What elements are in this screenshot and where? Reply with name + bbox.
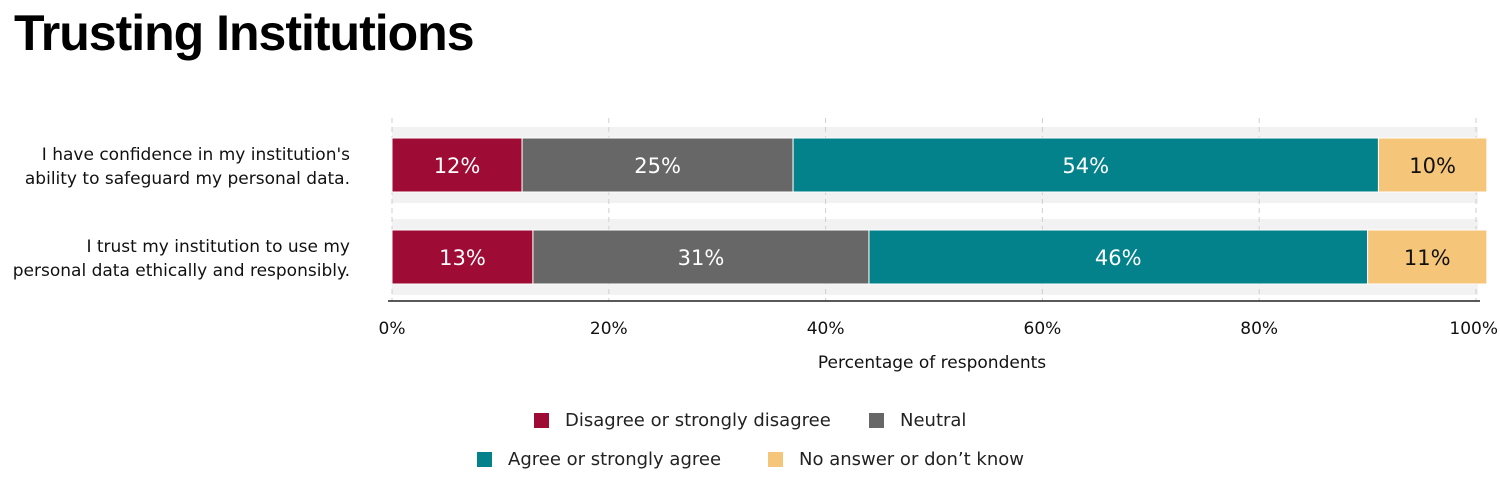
tick-label: 40% (807, 319, 845, 339)
bar-segment (532, 229, 870, 285)
data-label: 10% (1409, 154, 1456, 178)
stacked-bar-chart: 12% 25% 54% 10% 13% 31% 46% 11% I have confiden… (13, 118, 1498, 373)
data-label: 11% (1404, 246, 1451, 270)
category-labels: I have confidence in my institution's abi… (13, 145, 350, 281)
tick-label: 20% (590, 319, 628, 339)
legend-item: Disagree or strongly disagree (534, 410, 831, 431)
tick-label: 100% (1449, 319, 1498, 339)
bar-segment (1367, 229, 1488, 285)
data-label: 13% (439, 246, 486, 270)
legend-label: Agree or strongly agree (508, 449, 722, 470)
tick-label: 0% (379, 319, 406, 339)
legend-row-1: Disagree or strongly disagree Neutral (0, 410, 1500, 440)
bar-segment (391, 229, 534, 285)
legend-label: No answer or don’t know (799, 449, 1024, 470)
category-label: ability to safeguard my personal data. (25, 169, 350, 189)
tick-label: 60% (1024, 319, 1062, 339)
bars: 12% 25% 54% 10% 13% 31% 46% 11% (391, 137, 1488, 285)
legend-label: Disagree or strongly disagree (565, 410, 831, 431)
bar-segment (792, 137, 1379, 193)
bar-segment (868, 229, 1369, 285)
legend-swatch (477, 452, 492, 467)
legend-item: Agree or strongly agree (477, 449, 721, 470)
legend-label: Neutral (900, 410, 967, 431)
data-label: 46% (1095, 246, 1142, 270)
legend-swatch (534, 413, 549, 428)
category-label: I have confidence in my institution's (42, 145, 350, 165)
bar-segment (391, 137, 523, 193)
x-axis: 0% 20% 40% 60% 80% 100% Percentage of responde… (379, 300, 1498, 373)
data-label: 12% (434, 154, 481, 178)
data-label: 25% (634, 154, 681, 178)
data-label: 31% (678, 246, 725, 270)
x-axis-label: Percentage of respondents (818, 353, 1046, 373)
page-title: Trusting Institutions (14, 5, 475, 61)
legend-swatch (768, 452, 783, 467)
legend-item: Neutral (869, 410, 966, 431)
tick-label: 80% (1240, 319, 1278, 339)
bar-segment (1377, 137, 1488, 193)
bar-segment (521, 137, 794, 193)
data-label: 54% (1062, 154, 1109, 178)
legend-row-2: Agree or strongly agree No answer or don’… (0, 449, 1500, 479)
category-label: personal data ethically and responsibly. (13, 261, 350, 281)
legend-swatch (869, 413, 884, 428)
legend-item: No answer or don’t know (768, 449, 1024, 470)
category-label: I trust my institution to use my (86, 237, 350, 257)
